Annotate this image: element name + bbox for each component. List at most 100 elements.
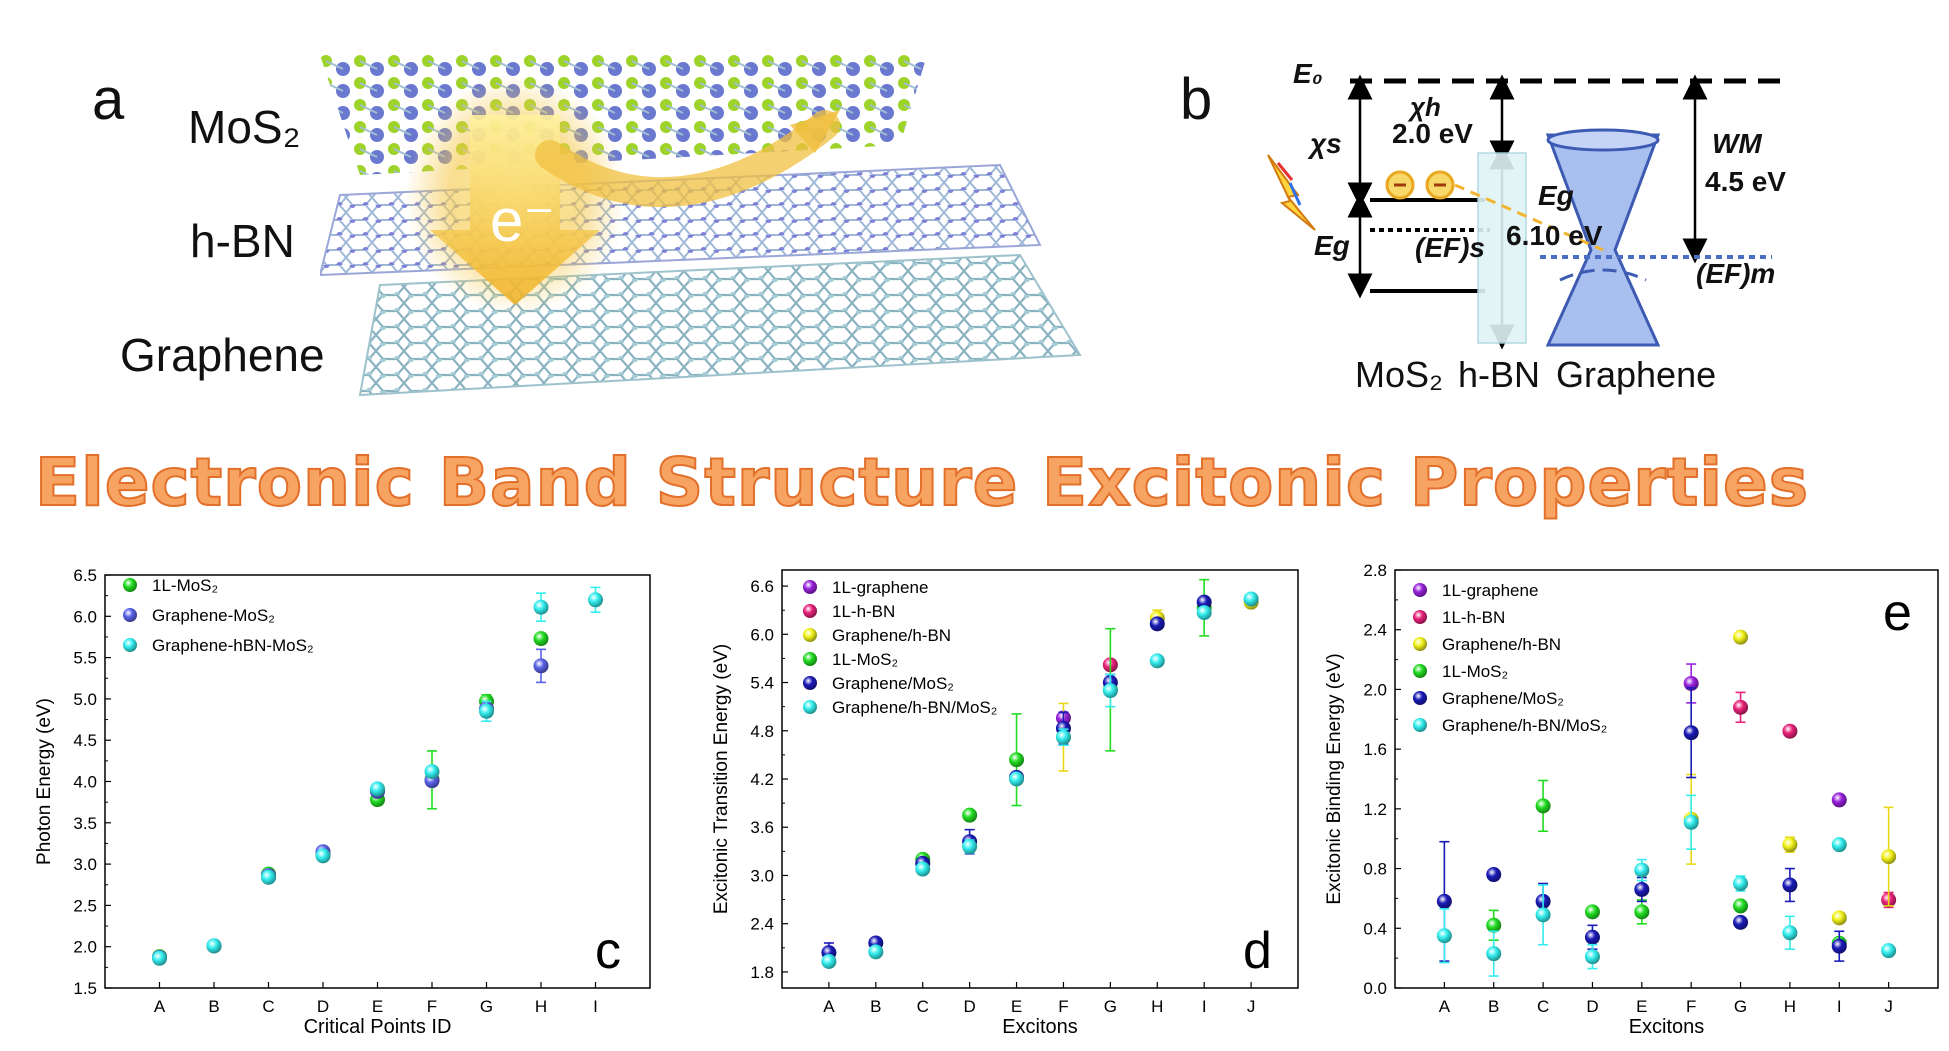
layer-label-hbn: h-BN <box>190 215 295 267</box>
data-point-e-4-5 <box>1683 725 1699 741</box>
data-point-e-3-4 <box>1634 904 1650 920</box>
x-tick-label: D <box>963 997 975 1016</box>
legend-marker <box>1413 691 1427 705</box>
x-tick-label: E <box>1636 997 1647 1016</box>
data-point-e-5-7 <box>1782 925 1798 941</box>
y-tick-label: 5.4 <box>750 674 774 693</box>
legend-marker <box>803 628 817 642</box>
legend-label: Graphene/MoS₂ <box>832 674 954 693</box>
x-tick-label: A <box>823 997 835 1016</box>
legend-label: 1L-graphene <box>1442 581 1538 600</box>
chi-h-label: χh <box>1410 92 1441 122</box>
x-tick-label: J <box>1247 997 1256 1016</box>
x-tick-label: B <box>208 997 219 1016</box>
legend-marker <box>123 638 137 652</box>
data-point-c-2-1 <box>206 938 222 954</box>
x-tick-label: F <box>1686 997 1696 1016</box>
y-tick-label: 1.2 <box>1363 800 1387 819</box>
data-point-d-5-7 <box>1149 653 1165 669</box>
legend-marker <box>803 652 817 666</box>
legend-marker <box>803 580 817 594</box>
data-point-d-3-4 <box>1009 752 1025 768</box>
y-tick-label: 1.5 <box>73 979 97 998</box>
y-tick-label: 6.5 <box>73 566 97 585</box>
data-point-c-0-7 <box>533 631 549 647</box>
data-point-e-5-1 <box>1486 946 1502 962</box>
panel-b-letter: b <box>1180 67 1213 132</box>
x-axis-label: Excitons <box>1002 1016 1078 1038</box>
legend-label: Graphene/MoS₂ <box>1442 689 1564 708</box>
y-tick-label: 3.6 <box>750 818 774 837</box>
eg-hbn-value: 6.10 eV <box>1506 220 1603 251</box>
legend-label: 1L-MoS₂ <box>1442 662 1508 681</box>
chart-e-excitonic-binding-energy: 0.0 0.4 0.8 1.2 1.6 2.0 2.4 2.8 A B C D E F G H I J Excito… <box>1324 561 1939 1038</box>
data-point-e-3-3 <box>1584 904 1600 920</box>
y-tick-label: 2.8 <box>1363 561 1387 580</box>
legend-label: Graphene/h-BN/MoS₂ <box>1442 716 1607 735</box>
ef-s-label: (EF)s <box>1415 232 1485 263</box>
legend-marker <box>1413 637 1427 651</box>
legend-marker <box>803 700 817 714</box>
legend-label: Graphene-hBN-MoS₂ <box>152 636 314 655</box>
layer-label-mos2: MoS₂ <box>188 101 301 153</box>
legend-label: Graphene-MoS₂ <box>152 606 275 625</box>
panel-e-letter: e <box>1883 584 1912 642</box>
data-point-c-1-7 <box>533 658 549 674</box>
legend-marker <box>123 608 137 622</box>
data-point-e-4-1 <box>1486 867 1502 883</box>
y-tick-label: 5.5 <box>73 649 97 668</box>
data-point-d-5-1 <box>868 944 884 960</box>
y-tick-label: 4.5 <box>73 731 97 750</box>
heterostructure-illustration <box>320 55 1082 397</box>
legend-label: Graphene/h-BN <box>832 626 951 645</box>
y-tick-label: 6.0 <box>750 625 774 644</box>
data-point-c-2-2 <box>261 869 276 885</box>
banner-electronic-band-structure: Electronic Band Structure <box>34 443 1019 522</box>
y-tick-label: 5.0 <box>73 690 97 709</box>
legend-label: 1L-h-BN <box>1442 608 1505 627</box>
data-point-e-5-6 <box>1733 876 1749 891</box>
wm-label: WM <box>1712 128 1762 159</box>
data-point-d-5-3 <box>962 839 978 855</box>
y-axis-label: Photon Energy (eV) <box>34 698 55 865</box>
data-point-d-5-9 <box>1243 591 1259 607</box>
e0-label: E₀ <box>1293 58 1323 89</box>
y-tick-label: 6.0 <box>73 607 97 626</box>
x-tick-label: H <box>1784 997 1796 1016</box>
x-tick-label: B <box>870 997 881 1016</box>
y-tick-label: 0.4 <box>1363 919 1387 938</box>
data-point-d-4-7 <box>1149 616 1165 632</box>
data-point-e-4-8 <box>1831 938 1847 954</box>
legend-label: 1L-MoS₂ <box>152 576 218 595</box>
eg-mos2-label: Eg <box>1314 230 1350 261</box>
data-point-d-5-2 <box>915 861 931 877</box>
data-point-e-4-0 <box>1436 893 1452 909</box>
data-point-e-5-3 <box>1584 949 1600 965</box>
legend-marker <box>803 604 817 618</box>
banner-excitonic-properties: Excitonic Properties <box>1041 443 1810 522</box>
legend-marker <box>1413 718 1427 732</box>
band-label-mos2: MoS₂ <box>1355 354 1443 395</box>
data-point-c-2-7 <box>533 599 549 615</box>
chi-h-value: 2.0 eV <box>1392 118 1473 149</box>
band-alignment-diagram <box>1267 74 1790 350</box>
x-tick-label: D <box>317 997 329 1016</box>
y-tick-label: 4.0 <box>73 773 97 792</box>
layer-label-graphene: Graphene <box>120 329 325 381</box>
y-tick-label: 2.5 <box>73 896 97 915</box>
data-point-d-5-5 <box>1055 729 1071 745</box>
data-point-e-4-3 <box>1584 929 1600 945</box>
x-tick-label: E <box>1011 997 1022 1016</box>
data-point-e-2-6 <box>1733 629 1749 645</box>
x-tick-label: D <box>1586 997 1598 1016</box>
y-tick-label: 0.8 <box>1363 860 1387 879</box>
panel-a-letter: a <box>92 67 125 132</box>
y-tick-label: 3.5 <box>73 814 97 833</box>
x-tick-label: I <box>1202 997 1207 1016</box>
data-point-e-3-1 <box>1486 917 1502 933</box>
data-point-c-2-3 <box>315 848 331 864</box>
chart-d-excitonic-transition-energy: 1.8 2.4 3.0 3.6 4.2 4.8 5.4 6.0 6.6 A B C D E F G H I J Exc… <box>711 569 1299 1038</box>
data-point-d-5-4 <box>1009 771 1025 787</box>
y-tick-label: 1.6 <box>1363 740 1387 759</box>
legend-marker <box>1413 610 1427 624</box>
